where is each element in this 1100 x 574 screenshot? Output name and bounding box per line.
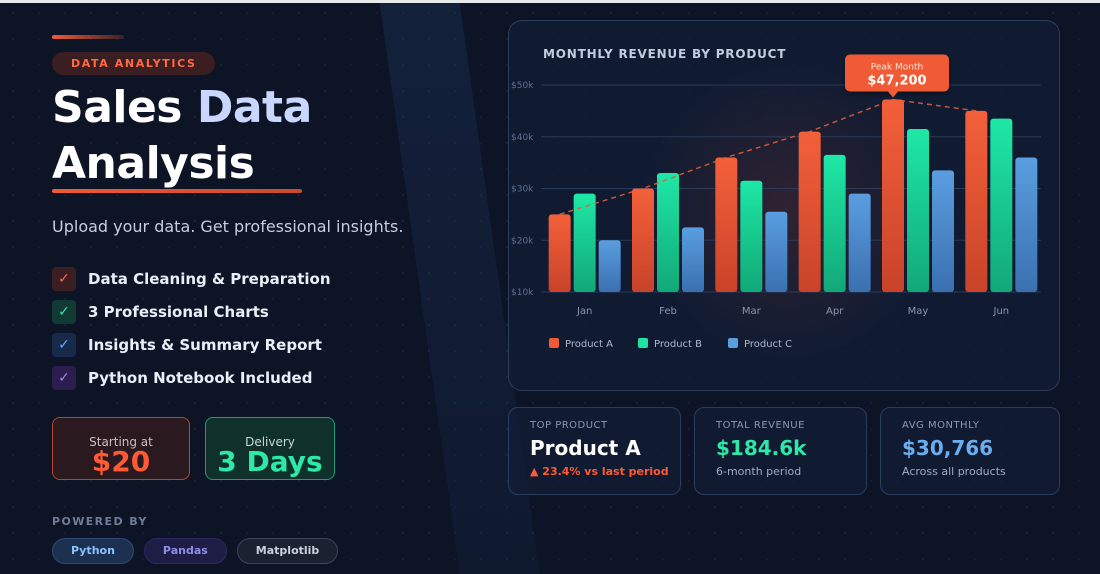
x-tick-label: Mar	[742, 306, 762, 317]
bar	[740, 180, 763, 292]
y-tick-label: $30k	[511, 185, 534, 195]
legend-swatch	[638, 338, 648, 348]
accent-bar	[52, 35, 124, 39]
bar	[907, 128, 929, 292]
check-icon: ✓	[52, 299, 76, 324]
stat-card-total-revenue: TOTAL REVENUE $184.6k 6-month period	[694, 407, 867, 495]
chart-card: MONTHLY REVENUE BY PRODUCT $10k $20k $30k $…	[508, 20, 1060, 391]
bar	[548, 214, 571, 292]
feature-list: ✓ Data Cleaning & Preparation ✓ 3 Profes…	[52, 262, 331, 394]
legend-label: Product B	[654, 339, 702, 350]
price-label: Starting at	[89, 435, 153, 449]
delivery-box: Delivery 3 Days	[205, 417, 335, 480]
bar	[682, 227, 704, 292]
stat-card-top-product: TOP PRODUCT Product A ▲ 23.4% vs last pe…	[508, 407, 681, 495]
bar	[765, 211, 788, 292]
title-word-1: Sales	[52, 82, 183, 133]
y-tick-label: $50k	[511, 81, 534, 91]
delivery-label: Delivery	[245, 435, 295, 449]
check-icon: ✓	[52, 365, 76, 390]
title-word-2: Data	[196, 82, 312, 133]
y-tick-label: $10k	[511, 288, 534, 298]
title-underline	[52, 189, 302, 193]
stat-value: $30,766	[902, 436, 994, 460]
legend-swatch	[549, 338, 559, 348]
x-tick-label: Feb	[659, 306, 677, 317]
stat-value: Product A	[530, 436, 641, 460]
price-box: Starting at $20	[52, 417, 190, 480]
annotation-box	[845, 54, 949, 92]
y-tick-label: $20k	[511, 236, 534, 246]
check-icon: ✓	[52, 266, 76, 291]
bar	[598, 240, 621, 292]
bar	[990, 118, 1013, 292]
stat-label: TOTAL REVENUE	[716, 420, 805, 431]
feature-label: Data Cleaning & Preparation	[88, 269, 331, 288]
bar	[798, 131, 821, 292]
stat-label: TOP PRODUCT	[530, 420, 608, 431]
feature-label: 3 Professional Charts	[88, 302, 269, 321]
revenue-bar-chart: $10k$20k$30k$40k$50k Jan Feb Mar Apr May Jun …	[511, 54, 1041, 350]
trend-line	[559, 98, 977, 216]
check-icon: ✓	[52, 332, 76, 357]
tech-badge-python: Python	[52, 538, 134, 564]
stat-sub: Across all products	[902, 465, 1006, 478]
feature-item: ✓ Insights & Summary Report	[52, 328, 331, 361]
annotation-pointer	[888, 91, 898, 98]
legend-label: Product C	[744, 339, 792, 350]
bar	[632, 188, 654, 292]
tech-badge-pandas: Pandas	[143, 538, 227, 564]
bar	[573, 193, 596, 292]
legend-swatch	[728, 338, 738, 348]
stat-sub: 6-month period	[716, 465, 802, 478]
chart-title: MONTHLY REVENUE BY PRODUCT	[543, 47, 787, 61]
feature-item: ✓ 3 Professional Charts	[52, 295, 331, 328]
bar	[882, 99, 904, 293]
bar	[715, 157, 738, 292]
feature-item: ✓ Python Notebook Included	[52, 361, 331, 394]
page-title: Sales Data Analysis	[52, 80, 312, 192]
tech-badges: Python Pandas Matplotlib	[52, 538, 339, 564]
stat-sub: ▲ 23.4% vs last period	[530, 465, 669, 478]
x-tick-label: May	[908, 306, 929, 317]
bar	[657, 172, 679, 292]
bar	[848, 193, 871, 292]
feature-item: ✓ Data Cleaning & Preparation	[52, 262, 331, 295]
stat-card-avg-monthly: AVG MONTHLY $30,766 Across all products	[880, 407, 1060, 495]
delivery-value: 3 Days	[217, 445, 323, 478]
annotation-label: Peak Month	[871, 62, 923, 72]
bar	[823, 154, 846, 292]
bar	[965, 110, 988, 292]
powered-by-label: POWERED BY	[52, 515, 148, 528]
y-tick-label: $40k	[511, 133, 534, 143]
x-tick-label: Apr	[826, 306, 844, 317]
subtitle: Upload your data. Get professional insig…	[52, 217, 404, 236]
title-word-3: Analysis	[52, 138, 255, 189]
feature-label: Python Notebook Included	[88, 368, 313, 387]
top-edge-line	[0, 0, 1100, 3]
bar	[932, 170, 954, 292]
price-value: $20	[91, 445, 151, 478]
stat-value: $184.6k	[716, 436, 807, 460]
tech-badge-matplotlib: Matplotlib	[236, 538, 339, 564]
x-tick-label: Jun	[993, 306, 1010, 317]
annotation-value: $47,200	[867, 73, 926, 88]
stat-label: AVG MONTHLY	[902, 420, 980, 431]
bar	[1015, 157, 1038, 292]
legend-label: Product A	[565, 339, 613, 350]
feature-label: Insights & Summary Report	[88, 335, 322, 354]
x-tick-label: Jan	[576, 306, 592, 317]
category-tag: DATA ANALYTICS	[52, 52, 216, 75]
